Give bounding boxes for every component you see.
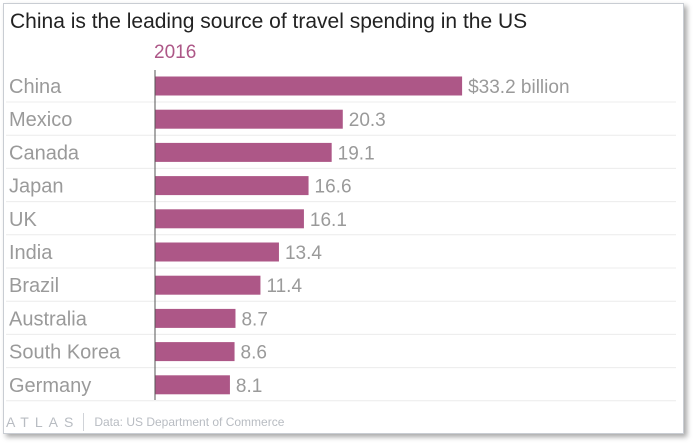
value-label: 8.1 bbox=[236, 376, 262, 397]
category-label: South Korea bbox=[9, 342, 121, 364]
bar-uk bbox=[155, 209, 304, 229]
value-labels: $33.2 billion 20.3 19.1 16.6 16.1 13.4 11.4 8.7… bbox=[236, 77, 570, 397]
value-label: 8.6 bbox=[241, 343, 267, 364]
bars bbox=[155, 76, 463, 395]
source-note: Data: US Department of Commerce bbox=[94, 415, 285, 429]
category-label: UK bbox=[9, 209, 37, 231]
bar-china bbox=[155, 76, 463, 96]
footer: ATLAS Data: US Department of Commerce bbox=[6, 413, 284, 431]
category-label: Mexico bbox=[9, 109, 72, 131]
chart-card: China is the leading source of travel sp… bbox=[3, 3, 684, 434]
category-label: Brazil bbox=[9, 275, 59, 297]
value-label: 16.6 bbox=[315, 177, 352, 198]
gridlines bbox=[6, 101, 676, 402]
bar-germany bbox=[155, 375, 230, 395]
value-label: 8.7 bbox=[241, 309, 267, 330]
value-label: 11.4 bbox=[266, 276, 302, 297]
category-labels: China Mexico Canada Japan UK India Brazil Austr… bbox=[9, 76, 121, 397]
brand-logo: ATLAS bbox=[6, 414, 80, 430]
value-label: 13.4 bbox=[285, 243, 322, 264]
category-label: Canada bbox=[9, 142, 80, 164]
category-label: Japan bbox=[9, 176, 64, 198]
value-label: $33.2 billion bbox=[468, 77, 569, 98]
bar-canada bbox=[155, 142, 332, 162]
chart-title: China is the leading source of travel sp… bbox=[10, 10, 528, 33]
bar-india bbox=[155, 242, 279, 262]
bar-mexico bbox=[155, 109, 343, 129]
bar-australia bbox=[155, 308, 236, 328]
value-label: 19.1 bbox=[338, 143, 375, 164]
footer-separator bbox=[83, 413, 85, 431]
series-label: 2016 bbox=[154, 42, 196, 63]
value-label: 20.3 bbox=[349, 110, 386, 131]
category-label: India bbox=[9, 242, 53, 264]
bar-south-korea bbox=[155, 342, 235, 362]
bar-japan bbox=[155, 176, 309, 196]
category-label: Germany bbox=[9, 375, 91, 397]
category-label: China bbox=[9, 76, 62, 98]
value-label: 16.1 bbox=[310, 210, 347, 231]
bar-brazil bbox=[155, 275, 261, 295]
category-label: Australia bbox=[9, 308, 88, 330]
